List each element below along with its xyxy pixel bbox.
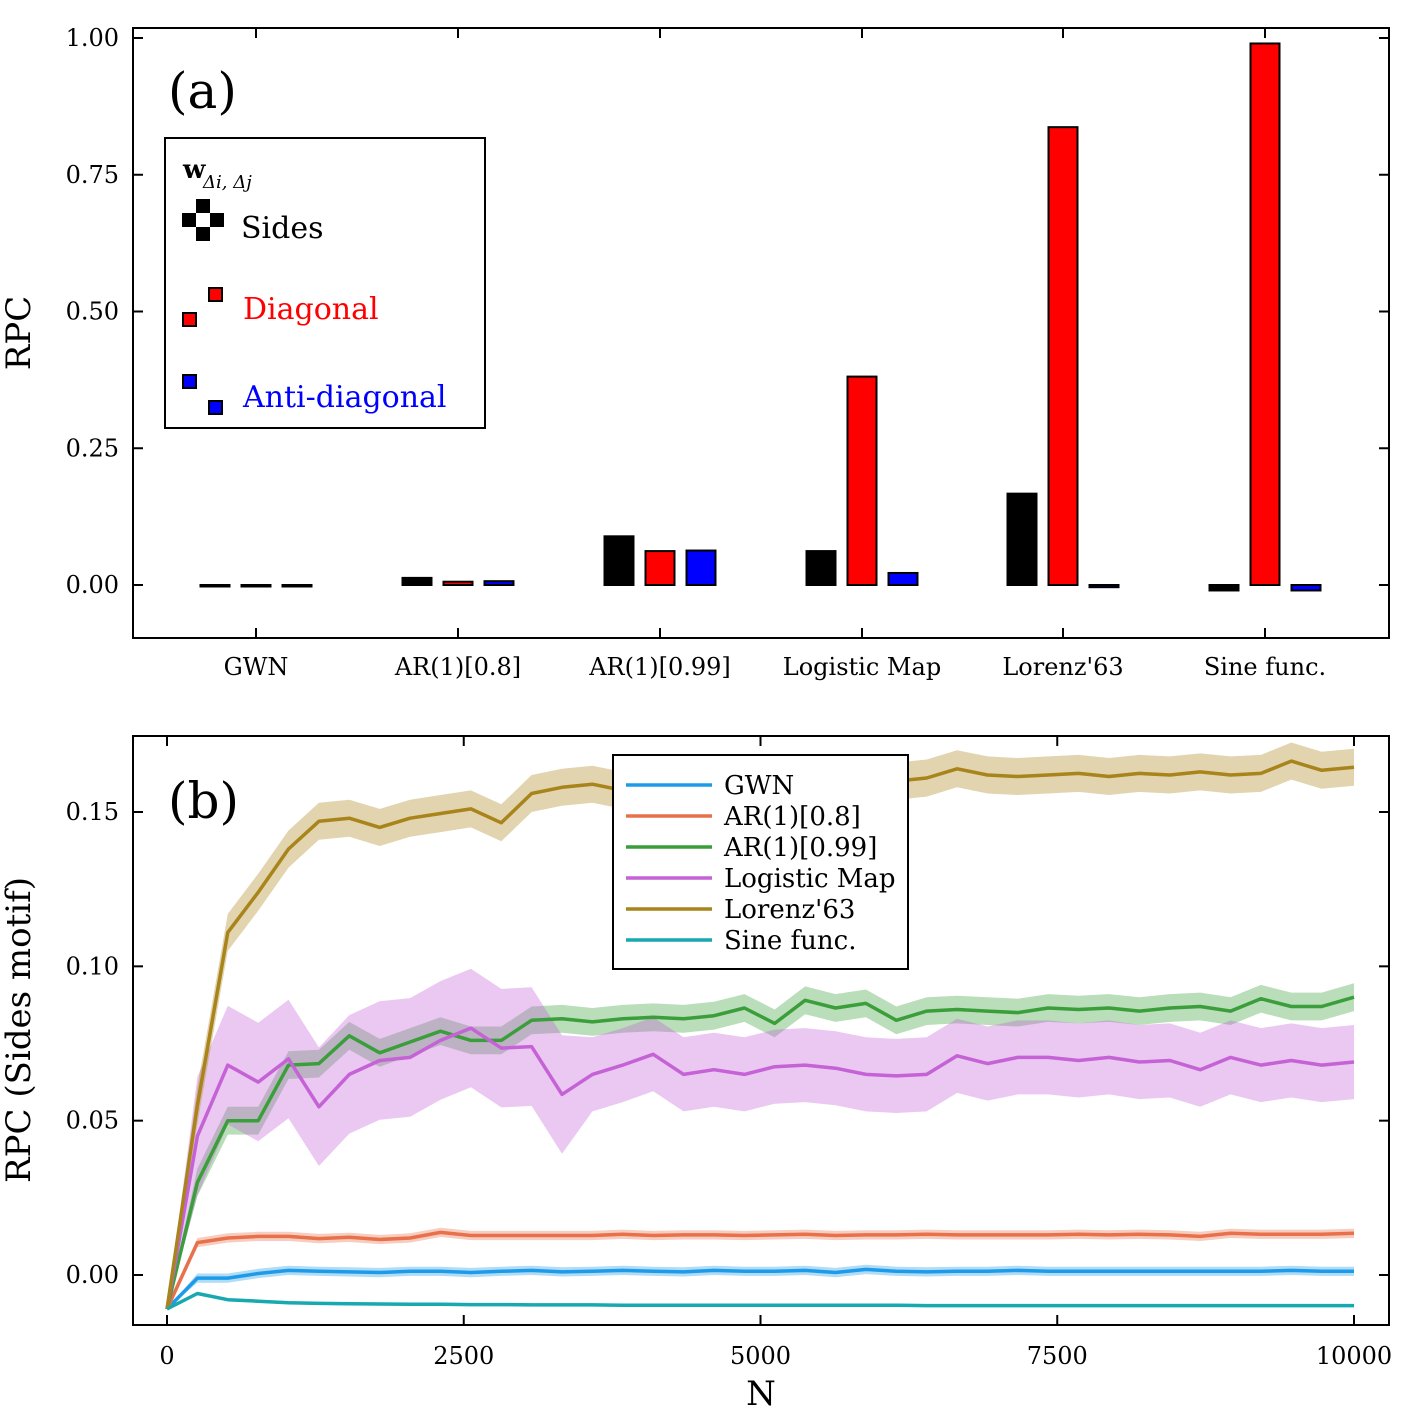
panel-b-ticks <box>133 736 1389 1325</box>
b-ytick-label: 0.15 <box>66 798 119 826</box>
b-xtick-label: 5000 <box>730 1342 791 1370</box>
b-xtick-label: 0 <box>159 1342 174 1370</box>
panel-a-ytick-labels: 0.00 0.25 0.50 0.75 1.00 <box>66 24 119 599</box>
b-xtick-label: 2500 <box>433 1342 494 1370</box>
band-gwn <box>167 1264 1354 1309</box>
diagonal-motif-icon <box>182 287 223 327</box>
sides-motif-icon <box>182 199 224 241</box>
line-logistic-map <box>165 1026 1355 1310</box>
bar-sides-2 <box>603 535 635 587</box>
panel-b-ytick-labels: 0.00 0.05 0.10 0.15 <box>66 798 119 1289</box>
panel-b-legend-box <box>612 754 909 970</box>
legend-label-logistic-map: Logistic Map <box>724 864 896 894</box>
legend-anti-diagonal-label: Anti-diagonal <box>242 380 447 415</box>
bar-sides-4 <box>1006 492 1038 586</box>
line-ar-1-0-8 <box>165 1230 1355 1310</box>
line-gwn <box>165 1267 1354 1311</box>
panel-a-legend-box <box>164 137 486 429</box>
b-ytick-label: 0.00 <box>66 1261 119 1289</box>
bar-anti-diagonal-2 <box>685 549 717 586</box>
legend-label-gwn: GWN <box>724 771 794 801</box>
band-ar-1-0-99 <box>167 983 1354 1309</box>
a-xtick-label: Logistic Map <box>783 653 941 681</box>
legend-diagonal-label: Diagonal <box>243 292 379 327</box>
a-ytick-label: 0.00 <box>66 571 119 599</box>
a-xtick-label: GWN <box>224 653 289 681</box>
panel-a-ticks <box>133 28 1389 638</box>
panel-b-xlabel: N <box>746 1374 776 1414</box>
panel-a-bars <box>199 42 1322 592</box>
a-ytick-label: 0.50 <box>66 298 119 326</box>
line-sine-func <box>166 1291 1354 1311</box>
bar-diagonal-0 <box>240 584 272 588</box>
panel-a-xtick-labels: GWN AR(1)[0.8] AR(1)[0.99] Logistic Map Lore… <box>224 653 1327 681</box>
b-ytick-label: 0.05 <box>66 1107 119 1135</box>
a-xtick-label: AR(1)[0.8] <box>394 653 521 681</box>
bar-anti-diagonal-4 <box>1088 584 1120 589</box>
bar-anti-diagonal-3 <box>887 571 919 587</box>
panel-a-legend: w Δi, Δj Sides Diagonal Anti-diagonal <box>164 137 486 429</box>
legend-label-ar-1-0-99: AR(1)[0.99] <box>723 833 877 863</box>
panel-b-lines <box>165 759 1355 1311</box>
legend-sides-label: Sides <box>241 211 324 246</box>
panel-b-xtick-labels: 0 2500 5000 7500 10000 <box>159 1342 1392 1370</box>
panel-a-bar-chart: 0.00 0.25 0.50 0.75 1.00 GWN AR(1)[0.8] AR(1)[… <box>0 24 1390 681</box>
bar-sides-3 <box>805 550 837 586</box>
a-ytick-label: 1.00 <box>66 24 119 52</box>
a-xtick-label: Sine func. <box>1204 653 1326 681</box>
legend-title-w: w <box>182 155 206 185</box>
a-xtick-label: Lorenz'63 <box>1002 653 1123 681</box>
line-ar-1-0-99 <box>165 995 1355 1310</box>
anti-diagonal-motif-icon <box>182 374 223 415</box>
bar-diagonal-3 <box>846 375 878 586</box>
bar-anti-diagonal-5 <box>1290 584 1322 592</box>
bar-sides-5 <box>1208 584 1240 592</box>
panel-a-ylabel: RPC <box>0 296 39 371</box>
bar-sides-0 <box>199 584 231 588</box>
panel-a-frame <box>132 27 1390 639</box>
bar-diagonal-1 <box>442 580 474 587</box>
bar-diagonal-5 <box>1249 42 1281 587</box>
panel-a-label: (a) <box>168 62 237 120</box>
bar-anti-diagonal-1 <box>483 580 515 587</box>
panel-b-line-chart: 0.000.050.100.15 0 2500 5000 7500 10000 (b) … <box>0 735 1392 1414</box>
bar-diagonal-4 <box>1047 126 1079 586</box>
a-ytick-label: 0.25 <box>66 434 119 462</box>
legend-label-ar-1-0-8: AR(1)[0.8] <box>723 802 861 832</box>
bar-anti-diagonal-0 <box>281 584 313 588</box>
panel-b-label: (b) <box>168 772 239 830</box>
legend-label-sine-func: Sine func. <box>724 926 856 956</box>
b-ytick-label: 0.10 <box>66 952 119 980</box>
b-xtick-label: 7500 <box>1027 1342 1088 1370</box>
bar-diagonal-2 <box>644 550 676 586</box>
band-logistic-map <box>167 968 1354 1309</box>
bar-sides-1 <box>401 576 433 586</box>
legend-label-lorenz-63: Lorenz'63 <box>724 895 855 925</box>
legend-title-subscript: Δi, Δj <box>202 172 252 193</box>
panel-b-ylabel: RPC (Sides motif) <box>0 877 39 1183</box>
a-xtick-label: AR(1)[0.99] <box>588 653 731 681</box>
a-ytick-label: 0.75 <box>66 161 119 189</box>
b-xtick-label: 10000 <box>1316 1342 1392 1370</box>
